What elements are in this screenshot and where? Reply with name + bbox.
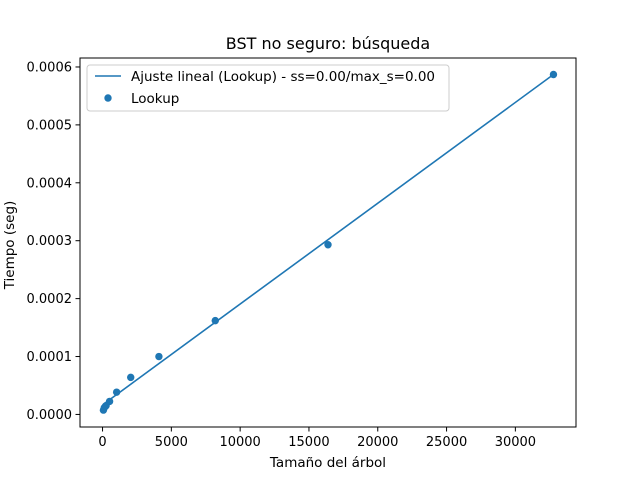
legend: Ajuste lineal (Lookup) - ss=0.00/max_s=0…	[86, 64, 450, 112]
legend-marker-swatch	[104, 94, 112, 102]
x-tick-label: 20000	[357, 435, 398, 450]
plot-frame	[79, 57, 577, 428]
x-tick-label: 10000	[219, 435, 260, 450]
y-axis-label: Tiempo (seg)	[2, 201, 18, 291]
x-tick-label: 25000	[426, 435, 467, 450]
axes: 0 5000 10000 15000 20000 25000 30000 0.0000 0.00…	[27, 57, 577, 450]
x-tick-label: 30000	[495, 435, 536, 450]
data-point	[211, 316, 219, 325]
y-tick-label: 0.0005	[27, 118, 73, 133]
data-point	[105, 397, 114, 406]
data-point	[549, 70, 558, 79]
legend-entry-label: Lookup	[131, 91, 179, 107]
data-point	[127, 373, 135, 382]
y-tick-label: 0.0003	[27, 234, 73, 249]
legend-box	[86, 64, 450, 112]
y-tick-label: 0.0006	[27, 60, 73, 75]
data-point	[155, 352, 163, 361]
data-point	[112, 388, 121, 396]
x-tick-label: 15000	[288, 435, 329, 450]
chart-title: BST no seguro: búsqueda	[226, 34, 430, 53]
x-axis-label: Tamaño del árbol	[269, 455, 386, 471]
fit-line	[102, 73, 554, 406]
y-tick-label: 0.0004	[27, 176, 73, 191]
x-tick-label: 0	[98, 435, 106, 450]
legend-entry-label: Ajuste lineal (Lookup) - ss=0.00/max_s=0…	[131, 69, 435, 85]
y-tick-label: 0.0000	[27, 408, 73, 423]
y-tick-label: 0.0002	[27, 292, 73, 307]
plot-area	[99, 70, 558, 414]
data-point	[324, 241, 332, 249]
y-tick-label: 0.0001	[27, 350, 73, 365]
x-tick-label: 5000	[155, 435, 188, 450]
